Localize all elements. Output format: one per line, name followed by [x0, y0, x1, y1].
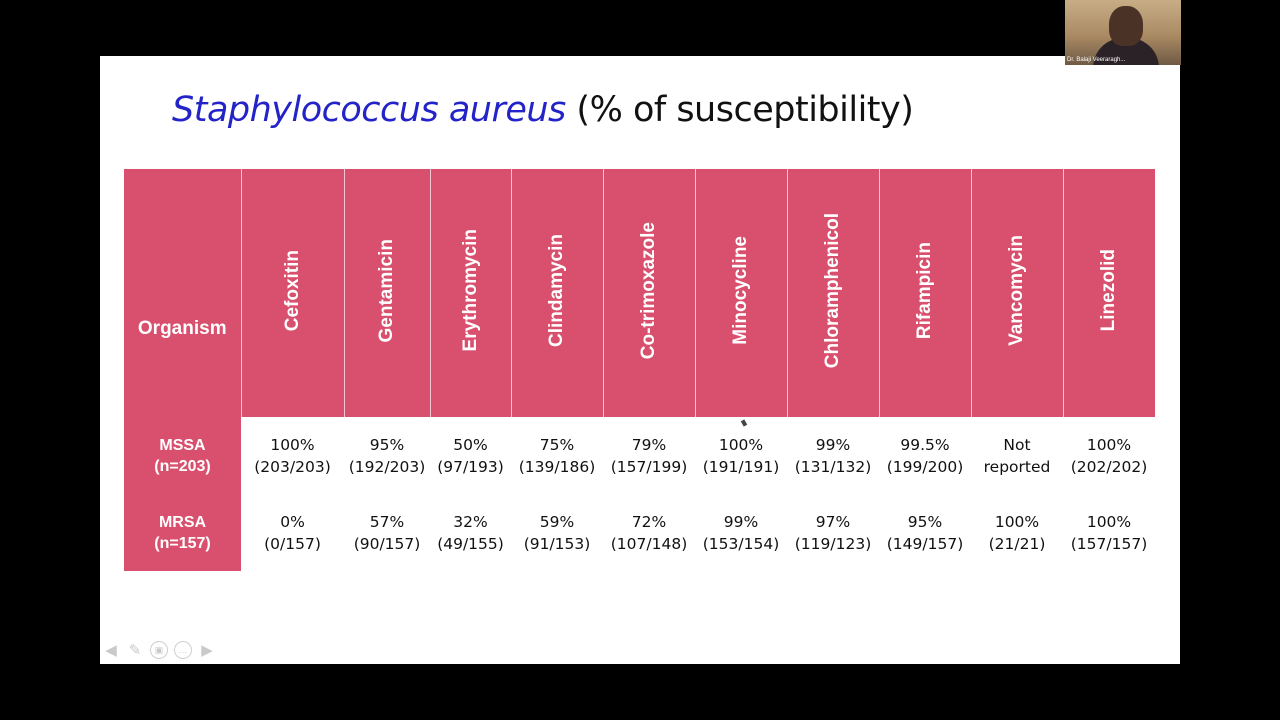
table-cell: 100% (191/191) — [702, 435, 780, 476]
table-cell: 59% (91/153) — [523, 512, 591, 553]
table-cell: 97% (119/123) — [794, 512, 872, 553]
organism-header: Organism — [124, 169, 242, 417]
column-header: Vancomycin — [971, 169, 1064, 417]
row-header-mssa: MSSA (n=203) — [124, 417, 241, 494]
column-header-label: Minocycline — [730, 236, 751, 345]
video-person-head — [1109, 6, 1143, 46]
row-count: (n=157) — [154, 534, 211, 552]
table-cell: 100% (21/21) — [988, 512, 1046, 553]
table-cell: 100% (203/203) — [254, 435, 331, 476]
column-header: Rifampicin — [879, 169, 972, 417]
table-cell: 99.5% (199/200) — [886, 435, 964, 476]
row-count: (n=203) — [154, 457, 211, 475]
participant-video-thumbnail[interactable]: Dr. Balaji Veeraragh... — [1065, 0, 1181, 65]
table-cell: 0% (0/157) — [264, 512, 321, 553]
susceptibility-table: Organism Cefoxitin Gentamicin Erythromyc… — [124, 169, 1155, 571]
slides-icon[interactable]: ▣ — [150, 641, 168, 659]
column-header-label: Cefoxitin — [281, 249, 303, 332]
table-cell: Not reported — [983, 435, 1051, 476]
column-header: Cefoxitin — [241, 169, 345, 417]
table-cell: 57% (90/157) — [353, 512, 421, 553]
title-organism: Staphylococcus aureus — [172, 90, 566, 130]
table-cell: 99% (131/132) — [794, 435, 872, 476]
slide-title: Staphylococcus aureus (% of susceptibili… — [172, 90, 914, 130]
table-cell: 95% (149/157) — [886, 512, 964, 553]
column-header-label: Rifampicin — [914, 241, 935, 340]
table-cell: 100% (157/157) — [1070, 512, 1148, 553]
column-header-label: Gentamicin — [376, 238, 397, 343]
pen-icon[interactable]: ✎ — [128, 642, 142, 659]
presentation-slide: Staphylococcus aureus (% of susceptibili… — [100, 56, 1180, 664]
table-cell: 72% (107/148) — [610, 512, 688, 553]
column-header: Minocycline — [695, 169, 788, 417]
row-header-mrsa: MRSA (n=157) — [124, 494, 241, 571]
column-header-label: Linezolid — [1098, 249, 1120, 332]
column-header-label: Co-trimoxazole — [638, 221, 659, 360]
column-header-label: Erythromycin — [459, 229, 481, 352]
table-cell: 32% (49/155) — [437, 512, 504, 553]
column-header: Chloramphenicol — [787, 169, 880, 417]
title-suffix: (% of susceptibility) — [565, 90, 914, 130]
table-cell: 50% (97/193) — [437, 435, 504, 476]
table-cell: 100% (202/202) — [1070, 435, 1148, 476]
column-header: Clindamycin — [511, 169, 604, 417]
table-cell: 75% (139/186) — [518, 435, 596, 476]
column-header: Gentamicin — [344, 169, 431, 417]
right-arrow-icon[interactable]: ▶ — [201, 642, 213, 659]
table-cell: 79% (157/199) — [610, 435, 688, 476]
table-row: MSSA (n=203) 100% (203/203) 95% (192/203) 5… — [124, 417, 1155, 494]
more-icon[interactable]: … — [174, 641, 192, 659]
left-arrow-icon[interactable]: ◀ — [105, 642, 117, 659]
participant-name: Dr. Balaji Veeraragh... — [1067, 57, 1126, 63]
table-header-row: Organism Cefoxitin Gentamicin Erythromyc… — [124, 169, 1155, 417]
row-label: MRSA — [158, 513, 207, 531]
column-header: Linezolid — [1063, 169, 1155, 417]
column-header-label: Vancomycin — [1006, 235, 1027, 346]
table-row: MRSA (n=157) 0% (0/157) 57% (90/157) 32% (49… — [124, 494, 1155, 571]
column-header-label: Clindamycin — [546, 234, 567, 347]
table-cell: 99% (153/154) — [702, 512, 780, 553]
column-header: Co-trimoxazole — [603, 169, 696, 417]
column-header-label: Chloramphenicol — [822, 212, 843, 369]
column-header: Erythromycin — [430, 169, 512, 417]
slide-navigation: ◀ ✎ ▣ … ▶ — [102, 641, 216, 659]
row-label: MSSA — [159, 436, 206, 454]
table-cell: 95% (192/203) — [348, 435, 426, 476]
